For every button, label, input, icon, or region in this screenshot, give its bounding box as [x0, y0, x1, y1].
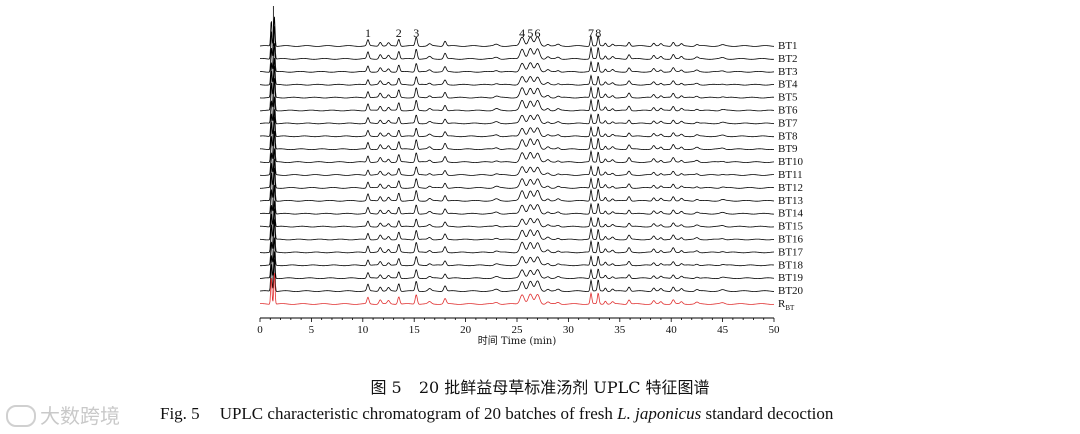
trace-label: BT1: [778, 40, 798, 52]
x-tick-label: 15: [409, 324, 421, 336]
peak-label: 7: [588, 26, 594, 40]
trace-line: [259, 78, 775, 112]
caption-en-italic: L. japonicus: [617, 404, 702, 423]
x-axis: 0 5 10 15 20 25 30 35 40 45 50 时间 Time (min): [257, 317, 781, 347]
trace-label: BT5: [778, 92, 798, 104]
trace-line: [259, 26, 775, 60]
trace-line: [259, 43, 775, 73]
trace-line: [259, 96, 775, 125]
trace-line: [259, 167, 775, 202]
trace-label: BT3: [778, 66, 798, 78]
x-tick-label: 10: [357, 324, 369, 336]
trace-label: BT15: [778, 221, 804, 233]
caption-en-label: Fig. 5: [160, 404, 200, 423]
trace-label: RBT: [778, 298, 795, 312]
trace-line: [259, 148, 774, 176]
trace-line: [259, 251, 775, 280]
caption-cn-text: 20 批鲜益母草标准汤剂 UPLC 特征图谱: [418, 378, 710, 397]
trace-label: BT4: [778, 79, 798, 91]
x-tick-label: 30: [563, 324, 575, 336]
trace-label: BT9: [778, 143, 798, 155]
trace-line: [259, 109, 775, 138]
x-tick-label: 40: [666, 324, 678, 336]
caption-cn-label: 图 5: [370, 378, 402, 397]
trace-label: BT19: [778, 272, 804, 284]
caption-en-text-before: UPLC characteristic chromatogram of 20 b…: [219, 404, 618, 423]
trace-line: [259, 116, 775, 151]
watermark: 大数跨境: [6, 400, 120, 429]
traces-group: [259, 6, 775, 305]
trace-line: [259, 130, 775, 163]
x-tick-label: 0: [257, 324, 263, 336]
peak-label: 1: [365, 26, 371, 40]
trace-line: [259, 272, 775, 305]
x-axis-title: 时间 Time (min): [478, 334, 557, 347]
peak-label: 6: [535, 26, 541, 40]
peak-label: 3: [413, 26, 419, 40]
x-tick-label: 45: [717, 324, 729, 336]
trace-line: [259, 184, 775, 215]
peak-label: 5: [527, 26, 533, 40]
trace-label: BT18: [778, 259, 804, 271]
trace-labels-group: BT1BT2BT3BT4BT5BT6BT7BT8BT9BT10BT11BT12B…: [778, 40, 804, 312]
trace-label: BT6: [778, 105, 798, 117]
trace-label: BT12: [778, 182, 803, 194]
figure-caption-chinese: 图 5 20 批鲜益母草标准汤剂 UPLC 特征图谱: [0, 374, 1080, 398]
x-tick-label: 25: [512, 324, 524, 336]
trace-line: [259, 16, 775, 47]
trace-label: BT10: [778, 156, 804, 168]
trace-label: BT14: [778, 208, 804, 220]
x-tick-label: 50: [769, 324, 781, 336]
peak-label: 8: [595, 26, 601, 40]
watermark-text: 大数跨境: [40, 404, 120, 428]
trace-label: BT11: [778, 169, 803, 181]
peak-label: 2: [396, 26, 402, 40]
trace-label: BT16: [778, 234, 804, 246]
watermark-logo-icon: [6, 404, 36, 427]
x-tick-label: 35: [614, 324, 626, 336]
figure-caption-english: Fig. 5 UPLC characteristic chromatogram o…: [160, 404, 833, 424]
trace-line: [259, 65, 775, 99]
trace-line: [260, 158, 775, 189]
peak-label: 4: [519, 26, 525, 40]
trace-line: [259, 208, 775, 241]
trace-line: [259, 259, 775, 292]
trace-line: [259, 237, 775, 267]
caption-en-text-after: standard decoction: [701, 404, 834, 423]
trace-line: [260, 200, 775, 228]
trace-label: BT7: [778, 117, 798, 129]
trace-line: [259, 219, 775, 254]
x-tick-label: 20: [460, 324, 472, 336]
trace-label: BT8: [778, 130, 798, 142]
trace-label: BT13: [778, 195, 804, 207]
trace-label: BT17: [778, 246, 804, 258]
trace-line: [259, 58, 775, 86]
trace-label: BT2: [778, 53, 798, 65]
trace-label: BT20: [778, 285, 804, 297]
x-tick-label: 5: [309, 324, 315, 336]
